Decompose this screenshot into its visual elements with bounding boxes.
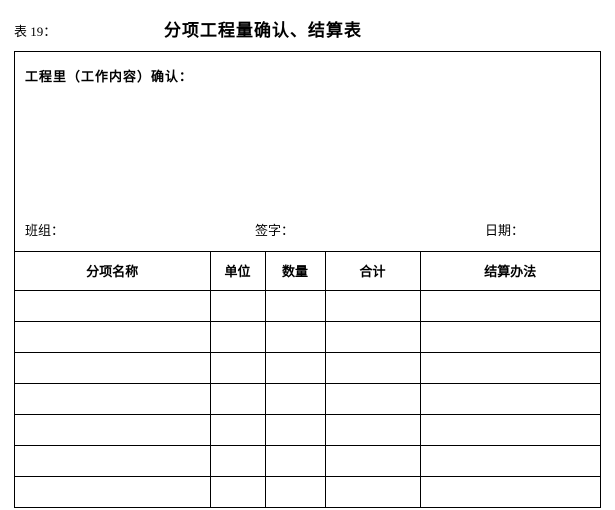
- cell-unit: [210, 321, 265, 352]
- cell-total: [325, 290, 420, 321]
- col-header-name: 分项名称: [15, 252, 210, 290]
- cell-method: [420, 321, 600, 352]
- signature-label: 签字：: [255, 220, 485, 239]
- cell-qty: [265, 352, 325, 383]
- cell-unit: [210, 445, 265, 476]
- header-row: 表 19： 分项工程量确认、结算表: [14, 16, 601, 41]
- table-number-label: 表 19：: [14, 21, 164, 40]
- cell-name: [15, 476, 210, 507]
- table-row: [15, 290, 600, 321]
- cell-unit: [210, 476, 265, 507]
- team-label: 班组：: [25, 220, 255, 239]
- signature-row: 班组： 签字： 日期：: [15, 212, 600, 252]
- table-header-row: 分项名称 单位 数量 合计 结算办法: [15, 252, 600, 290]
- confirm-label: 工程里（工作内容）确认：: [25, 66, 590, 85]
- date-label: 日期：: [485, 220, 590, 239]
- cell-name: [15, 414, 210, 445]
- page-title: 分项工程量确认、结算表: [164, 16, 362, 41]
- cell-name: [15, 321, 210, 352]
- cell-qty: [265, 414, 325, 445]
- cell-qty: [265, 290, 325, 321]
- cell-qty: [265, 383, 325, 414]
- cell-name: [15, 290, 210, 321]
- cell-unit: [210, 352, 265, 383]
- table-row: [15, 476, 600, 507]
- col-header-total: 合计: [325, 252, 420, 290]
- settlement-table: 分项名称 单位 数量 合计 结算办法: [15, 252, 600, 507]
- cell-total: [325, 445, 420, 476]
- cell-unit: [210, 290, 265, 321]
- cell-name: [15, 383, 210, 414]
- table-body: [15, 290, 600, 507]
- cell-unit: [210, 414, 265, 445]
- cell-unit: [210, 383, 265, 414]
- col-header-qty: 数量: [265, 252, 325, 290]
- cell-qty: [265, 476, 325, 507]
- cell-method: [420, 352, 600, 383]
- col-header-unit: 单位: [210, 252, 265, 290]
- table-row: [15, 445, 600, 476]
- table-row: [15, 414, 600, 445]
- cell-name: [15, 352, 210, 383]
- table-row: [15, 321, 600, 352]
- col-header-method: 结算办法: [420, 252, 600, 290]
- form-outer-box: 工程里（工作内容）确认： 班组： 签字： 日期： 分项名称 单位 数量 合计 结…: [14, 51, 601, 508]
- table-row: [15, 352, 600, 383]
- confirm-section: 工程里（工作内容）确认：: [15, 52, 600, 212]
- cell-method: [420, 383, 600, 414]
- table-row: [15, 383, 600, 414]
- cell-total: [325, 352, 420, 383]
- cell-method: [420, 476, 600, 507]
- cell-total: [325, 383, 420, 414]
- cell-method: [420, 290, 600, 321]
- cell-method: [420, 414, 600, 445]
- cell-qty: [265, 445, 325, 476]
- cell-qty: [265, 321, 325, 352]
- cell-name: [15, 445, 210, 476]
- cell-method: [420, 445, 600, 476]
- cell-total: [325, 414, 420, 445]
- cell-total: [325, 321, 420, 352]
- cell-total: [325, 476, 420, 507]
